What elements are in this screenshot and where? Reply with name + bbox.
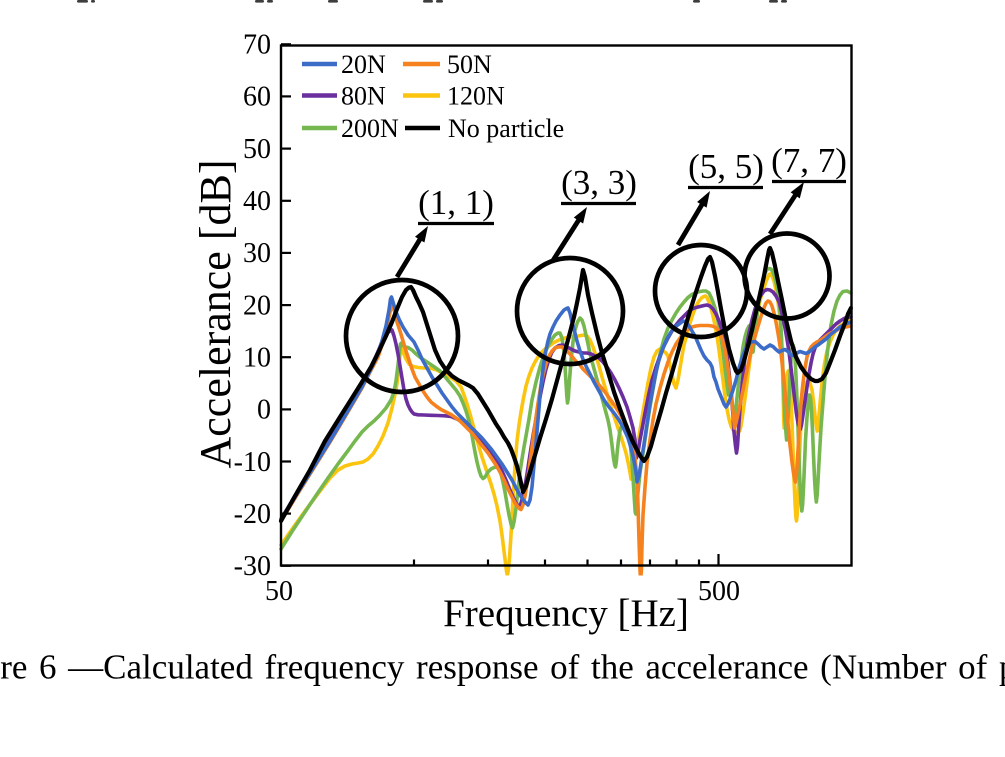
svg-text:Frequency [Hz]: Frequency [Hz]	[443, 592, 689, 635]
svg-text:40: 40	[243, 186, 271, 217]
svg-text:-10: -10	[234, 447, 271, 478]
svg-text:50: 50	[243, 134, 271, 165]
svg-text:Accelerance [dB]: Accelerance [dB]	[191, 159, 240, 468]
svg-text:10: 10	[243, 343, 271, 374]
svg-text:-20: -20	[234, 499, 271, 530]
svg-text:120N: 120N	[447, 82, 505, 111]
svg-text:60: 60	[243, 82, 271, 113]
svg-text:20: 20	[243, 290, 271, 321]
svg-text:(5, 5): (5, 5)	[688, 147, 764, 186]
svg-text:(3, 3): (3, 3)	[561, 163, 637, 202]
svg-text:200N: 200N	[341, 114, 399, 143]
svg-text:(1, 1): (1, 1)	[418, 183, 494, 222]
svg-text:0: 0	[257, 395, 271, 426]
svg-text:80N: 80N	[341, 82, 386, 111]
svg-text:500: 500	[698, 576, 740, 607]
svg-text:50: 50	[265, 576, 293, 607]
svg-text:70: 70	[243, 30, 271, 61]
svg-text:30: 30	[243, 238, 271, 269]
svg-text:20N: 20N	[341, 50, 386, 79]
svg-text:(7, 7): (7, 7)	[771, 141, 847, 180]
svg-text:No particle: No particle	[448, 114, 564, 143]
svg-text:-30: -30	[234, 551, 271, 582]
svg-text:Figure 6 —Calculated frequency: Figure 6 —Calculated frequency response …	[0, 648, 1005, 687]
svg-text:50N: 50N	[447, 50, 492, 79]
